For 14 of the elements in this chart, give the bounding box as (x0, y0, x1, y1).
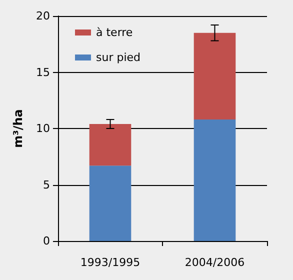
y-tick-label: 5 (43, 178, 50, 192)
bar (89, 166, 132, 241)
bar (194, 120, 236, 241)
bar (194, 32, 236, 120)
y-tick-label: 10 (36, 122, 50, 135)
y-tick-label: 0 (43, 234, 50, 248)
x-tick-label: 1993/1995 (80, 256, 140, 269)
y-tick-label: 15 (36, 66, 50, 79)
y-axis-title: m³/ha (11, 109, 25, 148)
y-tick-label: 20 (36, 10, 50, 22)
legend-label: à terre (96, 26, 133, 39)
legend-label: sur pied (96, 51, 141, 64)
x-tick-label: 2004/2006 (184, 256, 245, 269)
bar (89, 124, 132, 166)
